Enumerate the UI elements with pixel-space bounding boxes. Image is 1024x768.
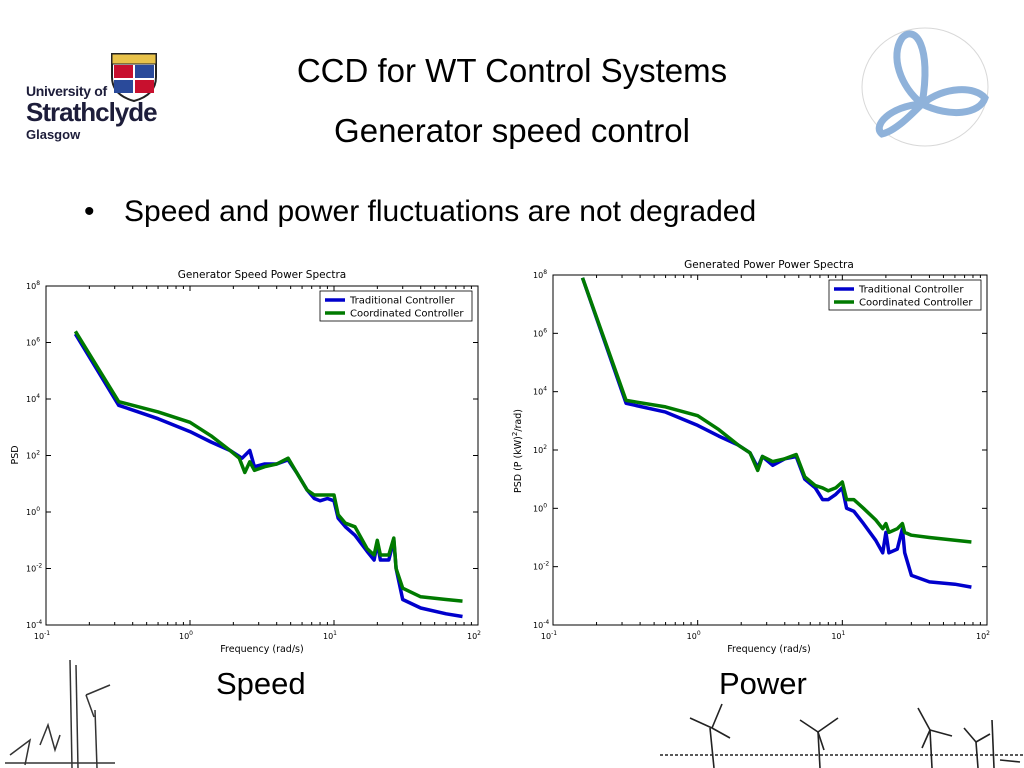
x-axis-label: Frequency (rad/s): [220, 644, 303, 655]
slide-title-line-1: CCD for WT Control Systems: [296, 52, 728, 89]
y-tick-label: 104: [26, 393, 40, 404]
y-tick-label: 102: [26, 450, 40, 461]
y-tick-label: 10-4: [533, 619, 549, 630]
university-logo: University of Strathclyde Glasgow: [22, 46, 172, 156]
x-axis-label: Frequency (rad/s): [727, 644, 810, 655]
legend-box: [319, 290, 473, 322]
series-line-traditional: [73, 333, 463, 619]
y-tick-label: 108: [26, 280, 40, 291]
series-line-coordinated: [580, 277, 972, 544]
y-tick-label: 10-2: [533, 561, 549, 572]
y-tick-label: 106: [26, 337, 40, 348]
legend: Traditional Controller Coordinated Contro…: [828, 279, 982, 311]
logo-line-3: Glasgow: [26, 127, 81, 142]
x-tick-label: 10-1: [541, 630, 557, 641]
x-tick-label: 101: [831, 630, 845, 641]
y-tick-label: 10-4: [26, 619, 42, 630]
y-tick-label: 106: [533, 327, 547, 338]
legend-label: Coordinated Controller: [350, 309, 464, 320]
chart-title: Generated Power Power Spectra: [684, 259, 854, 271]
x-tick-label: 10-1: [34, 630, 50, 641]
series-line-traditional: [580, 277, 972, 589]
x-tick-label: 100: [179, 630, 193, 641]
bullet-dot-icon: •: [84, 195, 95, 228]
y-tick-label: 104: [533, 386, 547, 397]
turbine-sketch-bottom-icon: [660, 703, 1024, 768]
x-tick-label: 101: [323, 630, 337, 641]
y-tick-label: 10-2: [26, 563, 42, 574]
y-tick-label: 108: [533, 269, 547, 280]
bullet-text: Speed and power fluctuations are not deg…: [124, 195, 757, 228]
plot-frame: [45, 285, 479, 626]
x-tick-label: 100: [687, 630, 701, 641]
x-tick-label: 102: [976, 630, 990, 641]
legend-label: Coordinated Controller: [859, 298, 973, 309]
plot-frame: [552, 274, 988, 626]
bullet-point: • Speed and power fluctuations are not de…: [84, 195, 756, 229]
legend-label: Traditional Controller: [349, 296, 455, 307]
legend-box: [828, 279, 982, 311]
x-tick-label: 102: [467, 630, 481, 641]
logo-line-1: University of: [26, 83, 107, 99]
y-tick-label: 100: [26, 506, 40, 517]
slide-title-line-2: Generator speed control: [334, 112, 690, 149]
triple-loop-emblem-icon: [860, 26, 990, 148]
logo-line-2: Strathclyde: [26, 97, 158, 127]
y-axis-label: PSD: [10, 445, 21, 464]
chart-title: Generator Speed Power Spectra: [178, 269, 346, 281]
y-axis-label: PSD (P (kW)2/rad): [511, 409, 524, 493]
legend: Traditional Controller Coordinated Contro…: [319, 290, 473, 322]
y-tick-label: 100: [533, 502, 547, 513]
speed-psd-chart: Generator Speed Power Spectra 10-1 100 101…: [10, 269, 481, 655]
caption-power: Power: [719, 666, 807, 701]
power-psd-chart: Generated Power Power Spectra 10-1 100 101…: [511, 259, 990, 655]
university-crest-icon: [109, 51, 159, 108]
caption-speed: Speed: [216, 666, 306, 701]
y-tick-label: 102: [533, 444, 547, 455]
series-line-coordinated: [73, 330, 463, 603]
turbine-sketch-left-icon: [5, 659, 115, 768]
legend-label: Traditional Controller: [858, 285, 964, 296]
